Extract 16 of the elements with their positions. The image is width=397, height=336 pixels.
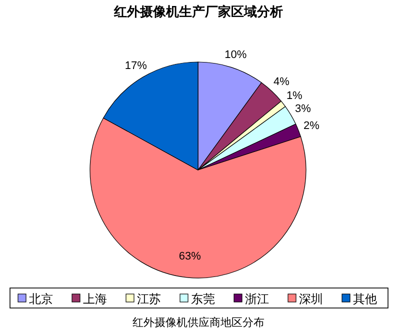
data-label: 63%	[178, 250, 202, 263]
data-label: 4%	[274, 76, 290, 88]
data-label: 17%	[124, 60, 148, 72]
legend-label: 江苏	[137, 292, 161, 306]
data-label: 2%	[303, 120, 320, 132]
legend-label: 其他	[353, 292, 377, 306]
data-label: 3%	[295, 102, 312, 115]
legend-label: 上海	[83, 292, 107, 306]
legend-label: 东莞	[191, 292, 215, 306]
text: 红外摄像机供应商地区分布	[132, 316, 264, 329]
legend-label: 浙江	[245, 292, 269, 306]
data-label: 10%	[224, 48, 247, 61]
data-label: 1%	[286, 90, 303, 102]
legend-label: 北京	[29, 292, 53, 306]
chart-title: 红外摄像机生产厂家区域分析	[113, 4, 283, 19]
legend-label: 深圳	[299, 292, 323, 306]
